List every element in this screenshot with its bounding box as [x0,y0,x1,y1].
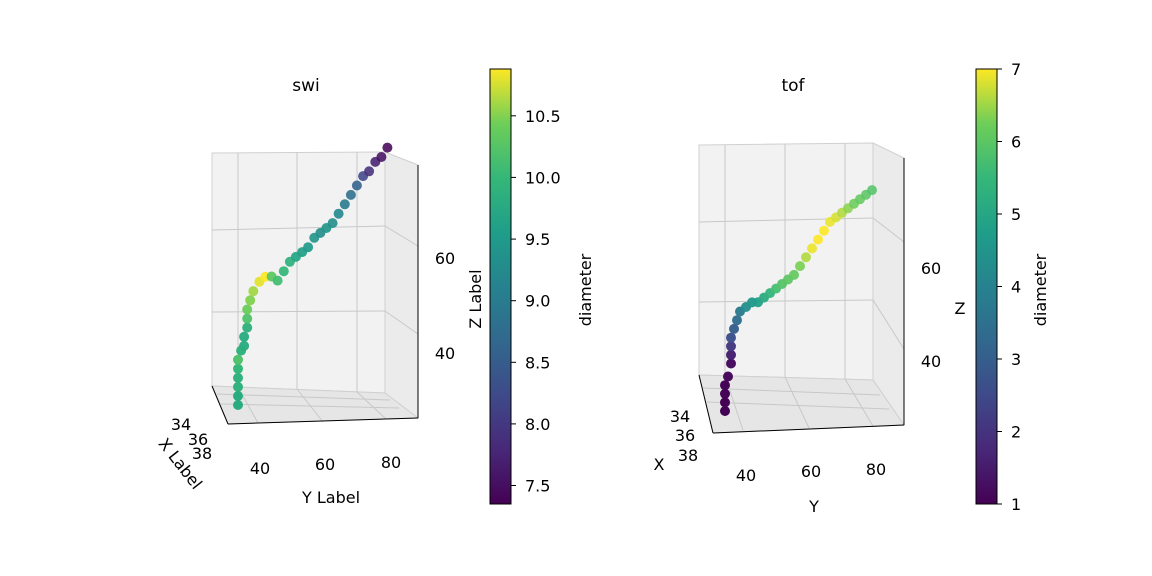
colorbar-tick-label: 7 [1011,60,1021,79]
scatter-point [807,243,817,254]
scatter-point [278,266,289,277]
scatter-point [795,261,805,272]
y-axis-line-swi [227,417,419,425]
z-axis-label-swi: Z Label [466,269,485,328]
x-axis-label-tof: X [654,455,665,474]
x-tick-swi-1: 36 [188,430,208,449]
x-tick-tof-0: 34 [670,407,690,426]
colorbar-tick-label: 10.0 [525,168,561,187]
colorbar-tick-label: 8.5 [525,353,550,372]
panel-tof: tof 34 36 38 40 60 80 40 60 X [654,60,1050,516]
colorbar-tick-label: 9.5 [525,230,550,249]
scatter-point [233,354,243,365]
scatter-point [242,313,253,324]
colorbar-tick-label: 7.5 [525,477,550,496]
chart-title-tof: tof [781,76,805,96]
scatter-point [723,371,733,382]
scatter-point [242,322,253,333]
scatter-point [813,234,823,245]
colorbar-tof [975,68,998,505]
colorbar-ticks-tof: 1 2 3 4 5 6 7 [997,60,1021,514]
scatter-point [720,388,730,399]
colorbar-label-swi: diameter [576,253,595,326]
scatter-point [233,372,243,383]
scatter-point [726,341,736,352]
x-axis-line-tof [698,374,714,434]
scatter-point [364,166,375,177]
scatter-point [729,323,739,334]
scatter-point [239,340,250,351]
right-pane-tof [872,142,905,427]
scatter-point [720,406,730,416]
scatter-point [720,380,730,391]
scatter-point [732,315,742,326]
right-pane-swi [384,151,419,420]
scatter-point [233,391,243,401]
y-tick-swi-2: 80 [381,453,401,472]
colorbar-tick-label: 3 [1011,350,1021,369]
colorbar-swi [489,68,512,505]
scatter-point [382,142,393,153]
y-tick-swi-0: 40 [250,459,270,478]
colorbar-tick-label: 6 [1011,133,1021,152]
colorbar-label-tof: diameter [1031,253,1050,326]
scatter-point [248,286,259,297]
scatter-point [303,242,314,253]
y-axis-label-swi: Y Label [301,488,360,507]
y-tick-tof-1: 60 [801,462,821,481]
x-tick-swi-2: 38 [192,444,212,463]
scatter-point [345,189,356,200]
scatter-point [789,269,799,280]
scatter-point [726,332,736,343]
z-tick-swi-1: 60 [435,249,455,268]
scatter-point [726,358,736,369]
scatter-point [239,331,250,342]
scatter-point [819,225,829,236]
y-tick-tof-0: 40 [736,466,756,485]
scatter-point [801,252,811,263]
y-tick-tof-2: 80 [866,460,886,479]
y-axis-label-tof: Y [808,497,819,516]
scatter-point [720,397,730,408]
z-tick-tof-1: 60 [921,259,941,278]
x-axis-line-swi [211,385,229,425]
scatter-point [245,295,256,306]
colorbar-tick-label: 4 [1011,278,1021,297]
colorbar-ticks-swi: 7.5 8.0 8.5 9.0 9.5 10.0 10.5 [511,107,561,496]
colorbar-tick-label: 9.0 [525,292,550,311]
scatter-point [333,208,344,219]
z-axis-label-tof: Z [955,299,966,318]
chart-title-swi: swi [292,76,319,96]
scatter-point [272,275,283,286]
y-axis-line-tof [712,424,905,434]
colorbar-tick-label: 2 [1011,423,1021,442]
scatter-point [233,381,243,392]
x-tick-tof-2: 38 [678,446,698,465]
scatter-point [376,152,387,162]
z-tick-swi-0: 40 [435,344,455,363]
scatter-points-swi [233,142,393,410]
colorbar-tick-label: 10.5 [525,107,561,126]
x-tick-tof-1: 36 [675,426,695,445]
panel-swi: swi 34 36 38 40 60 80 [155,68,595,507]
scatter-point [242,304,253,315]
x-tick-swi-0: 34 [171,415,191,434]
colorbar-tick-label: 1 [1011,495,1021,514]
colorbar-tick-label: 5 [1011,205,1021,224]
scatter-point [327,218,338,229]
scatter-point [726,349,736,360]
scatter-point [233,400,243,410]
scatter-point [867,185,877,196]
scatter-point [351,180,362,191]
colorbar-tick-label: 8.0 [525,415,550,434]
z-tick-tof-0: 40 [921,352,941,371]
grid-tof [698,143,905,431]
scatter-point [233,363,243,374]
y-tick-swi-1: 60 [315,455,335,474]
scatter-points-tof [720,185,877,416]
scatter-point [339,199,350,210]
